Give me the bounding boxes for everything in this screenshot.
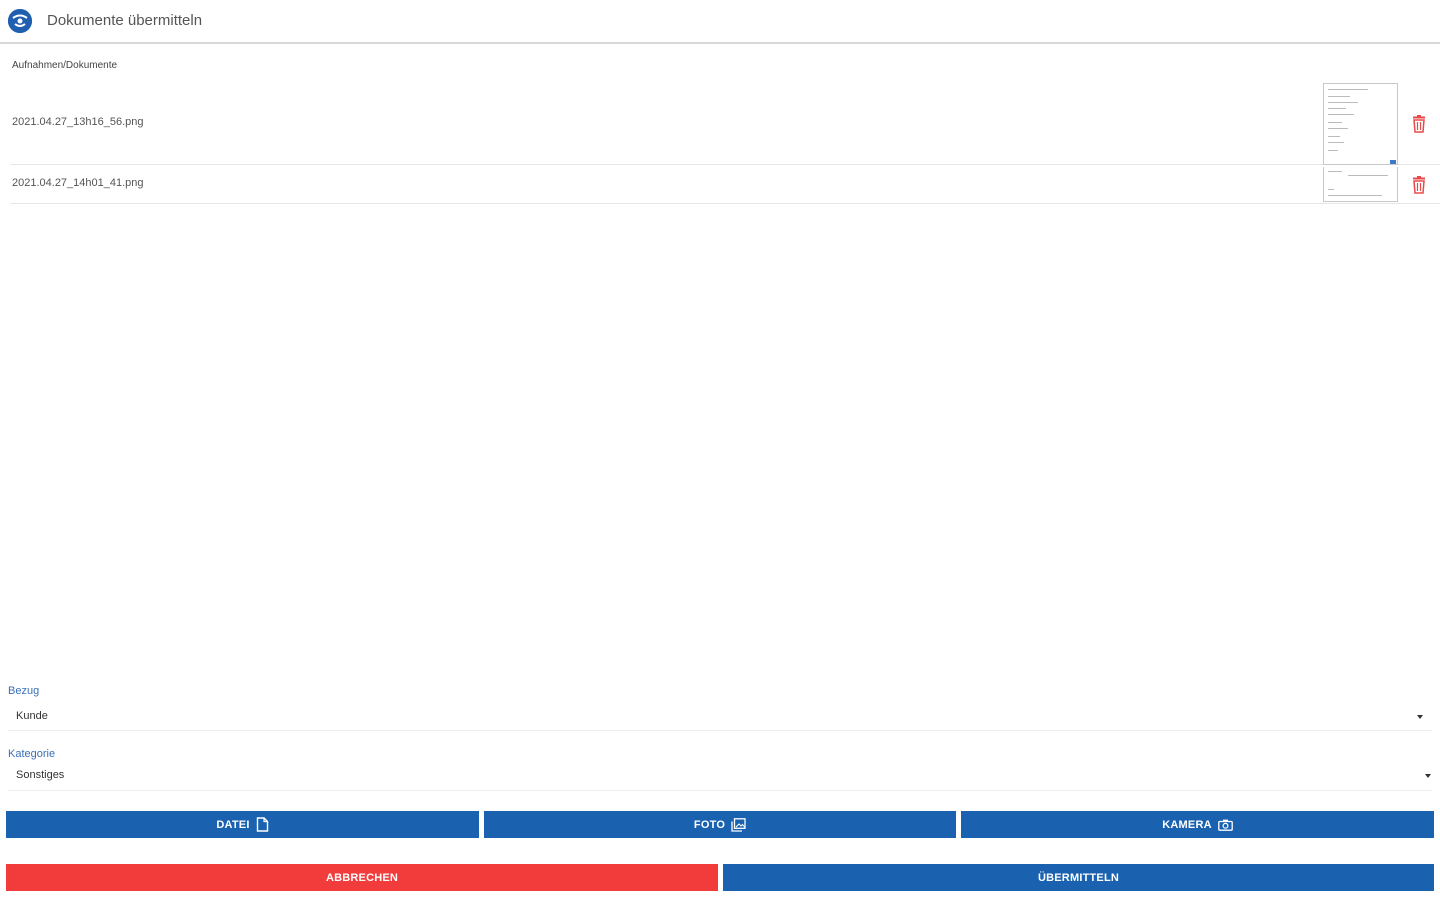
file-thumbnail[interactable] — [1323, 167, 1398, 202]
bezug-chevron-down-icon[interactable] — [1417, 715, 1423, 719]
uebermitteln-button-label: ÜBERMITTELN — [1037, 871, 1120, 884]
kategorie-chevron-down-icon[interactable] — [1425, 774, 1431, 778]
delete-file-icon[interactable] — [1411, 176, 1427, 194]
files-section-label: Aufnahmen/Dokumente — [12, 60, 118, 71]
file-name: 2021.04.27_14h01_41.png — [12, 177, 144, 189]
foto-button-label: FOTO — [693, 818, 726, 831]
file-thumbnail[interactable] — [1323, 83, 1398, 165]
kategorie-label: Kategorie — [8, 748, 56, 760]
abbrechen-button[interactable]: ABBRECHEN — [6, 864, 718, 891]
bezug-label: Bezug — [8, 685, 40, 697]
file-list-item[interactable]: 2021.04.27_13h16_56.png — [10, 80, 1440, 165]
bezug-select[interactable]: Kunde — [16, 710, 48, 722]
kamera-button-label: KAMERA — [1162, 818, 1212, 831]
file-name: 2021.04.27_13h16_56.png — [12, 116, 144, 128]
uebermitteln-button[interactable]: ÜBERMITTELN — [723, 864, 1434, 891]
app-logo-icon — [8, 9, 32, 33]
datei-button[interactable]: DATEI — [6, 811, 479, 838]
kategorie-select[interactable]: Sonstiges — [16, 769, 65, 781]
delete-file-icon[interactable] — [1411, 115, 1427, 133]
app-bar: Dokumente übermitteln — [0, 0, 1440, 44]
bezug-underline — [8, 730, 1432, 731]
datei-button-label: DATEI — [216, 818, 250, 831]
kategorie-underline — [8, 790, 1432, 791]
file-icon — [256, 817, 269, 832]
foto-button[interactable]: FOTO — [484, 811, 956, 838]
photo-library-icon — [731, 817, 746, 832]
kamera-button[interactable]: KAMERA — [961, 811, 1434, 838]
file-list-item[interactable]: 2021.04.27_14h01_41.png — [10, 165, 1440, 204]
abbrechen-button-label: ABBRECHEN — [325, 871, 399, 884]
camera-icon — [1217, 819, 1233, 831]
page-title: Dokumente übermitteln — [47, 12, 203, 29]
